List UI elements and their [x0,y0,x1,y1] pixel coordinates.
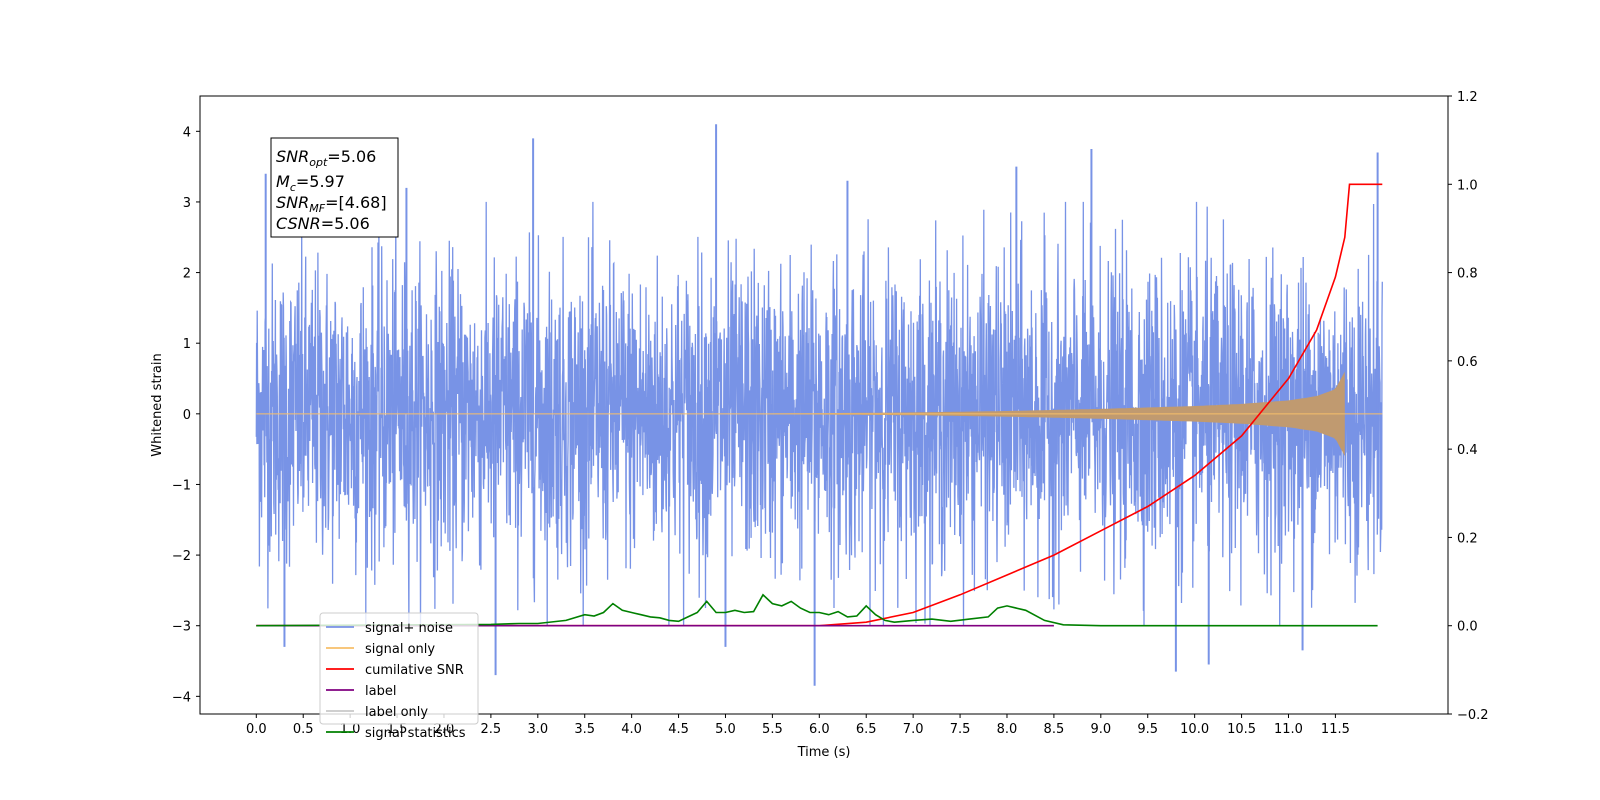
y-axis-left: 4 3 2 1 0 −1 −2 −3 −4 [172,125,200,705]
annotation-box: SNRopt=5.06 Mc=5.97 SNRMF=[4.68] CSNR=5.… [270,137,399,238]
x-axis: 0.0 0.5 1.0 1.5 2.0 2.5 3.0 3.5 4.0 4.5 5.0 5.5 6.0 6… [246,714,1350,737]
annotation-csnr: CSNR=5.06 [276,214,370,233]
y-tick-label: −1 [172,478,191,493]
x-tick-label: 10.5 [1227,722,1256,737]
annotation-mc: Mc=5.97 [276,172,345,194]
legend-label: signal only [365,642,435,657]
series-layer [255,124,1383,686]
x-tick-label: 8.0 [997,722,1018,737]
legend-label: label only [365,705,428,720]
x-tick-label: 10.0 [1180,722,1209,737]
annotation-frame [270,137,399,238]
x-tick-label: 9.0 [1090,722,1111,737]
y-tick-label: 3 [183,196,191,211]
x-tick-label: 5.5 [762,722,783,737]
y-tick-label: 1 [183,337,191,352]
y2-tick-label: 0.8 [1457,267,1478,282]
x-tick-label: 9.5 [1137,722,1158,737]
x-tick-label: 4.0 [621,722,642,737]
y-tick-label: 0 [183,408,191,423]
x-tick-label: 0.0 [246,722,267,737]
legend-label: signal+ noise [365,621,453,636]
x-tick-label: 6.0 [809,722,830,737]
y2-tick-label: 0.2 [1457,531,1478,546]
series-cumilative-snr-line [256,183,1383,627]
y-tick-label: −2 [172,549,191,564]
x-axis-label: Time (s) [797,745,851,760]
x-tick-label: 6.5 [856,722,877,737]
annotation-snr-mf: SNRMF=[4.68] [276,193,387,215]
x-tick-label: 7.0 [903,722,924,737]
x-tick-label: 11.5 [1321,722,1350,737]
y-tick-label: −3 [172,620,191,635]
x-tick-label: 0.5 [293,722,314,737]
legend: signal+ noise signal only cumilative SNR la… [319,612,479,741]
x-tick-label: 2.0 [434,722,455,737]
legend-label: signal statistics [365,726,466,741]
annotation-snr-opt: SNRopt=5.06 [276,147,376,169]
x-tick-label: 7.5 [950,722,971,737]
x-tick-label: 11.0 [1274,722,1303,737]
legend-label: label [365,684,396,699]
y2-tick-label: 1.0 [1457,178,1478,193]
legend-frame [319,612,479,725]
y-tick-label: 2 [183,267,191,282]
y2-tick-label: 0.6 [1457,355,1478,370]
series-signal-noise-line [255,201,1383,626]
y2-tick-label: 1.2 [1457,90,1478,105]
plot-frame [199,95,1449,715]
y2-tick-label: −0.2 [1457,708,1489,723]
y-axis-right: 1.2 1.0 0.8 0.6 0.4 0.2 0.0 −0.2 [1448,90,1489,723]
y-axis-label: Whitened strain [150,353,165,456]
x-tick-label: 2.5 [481,722,502,737]
y2-tick-label: 0.0 [1457,620,1478,635]
x-tick-label: 8.5 [1044,722,1065,737]
y-tick-label: 4 [183,125,191,140]
y-tick-label: −4 [172,690,191,705]
x-tick-label: 4.5 [668,722,689,737]
x-tick-label: 1.5 [387,722,408,737]
x-tick-label: 5.0 [715,722,736,737]
series-signal-statistics-line [256,593,1378,627]
x-tick-label: 1.0 [340,722,361,737]
x-tick-label: 3.0 [527,722,548,737]
x-tick-label: 3.5 [574,722,595,737]
legend-label: cumilative SNR [365,663,464,678]
y2-tick-label: 0.4 [1457,443,1478,458]
